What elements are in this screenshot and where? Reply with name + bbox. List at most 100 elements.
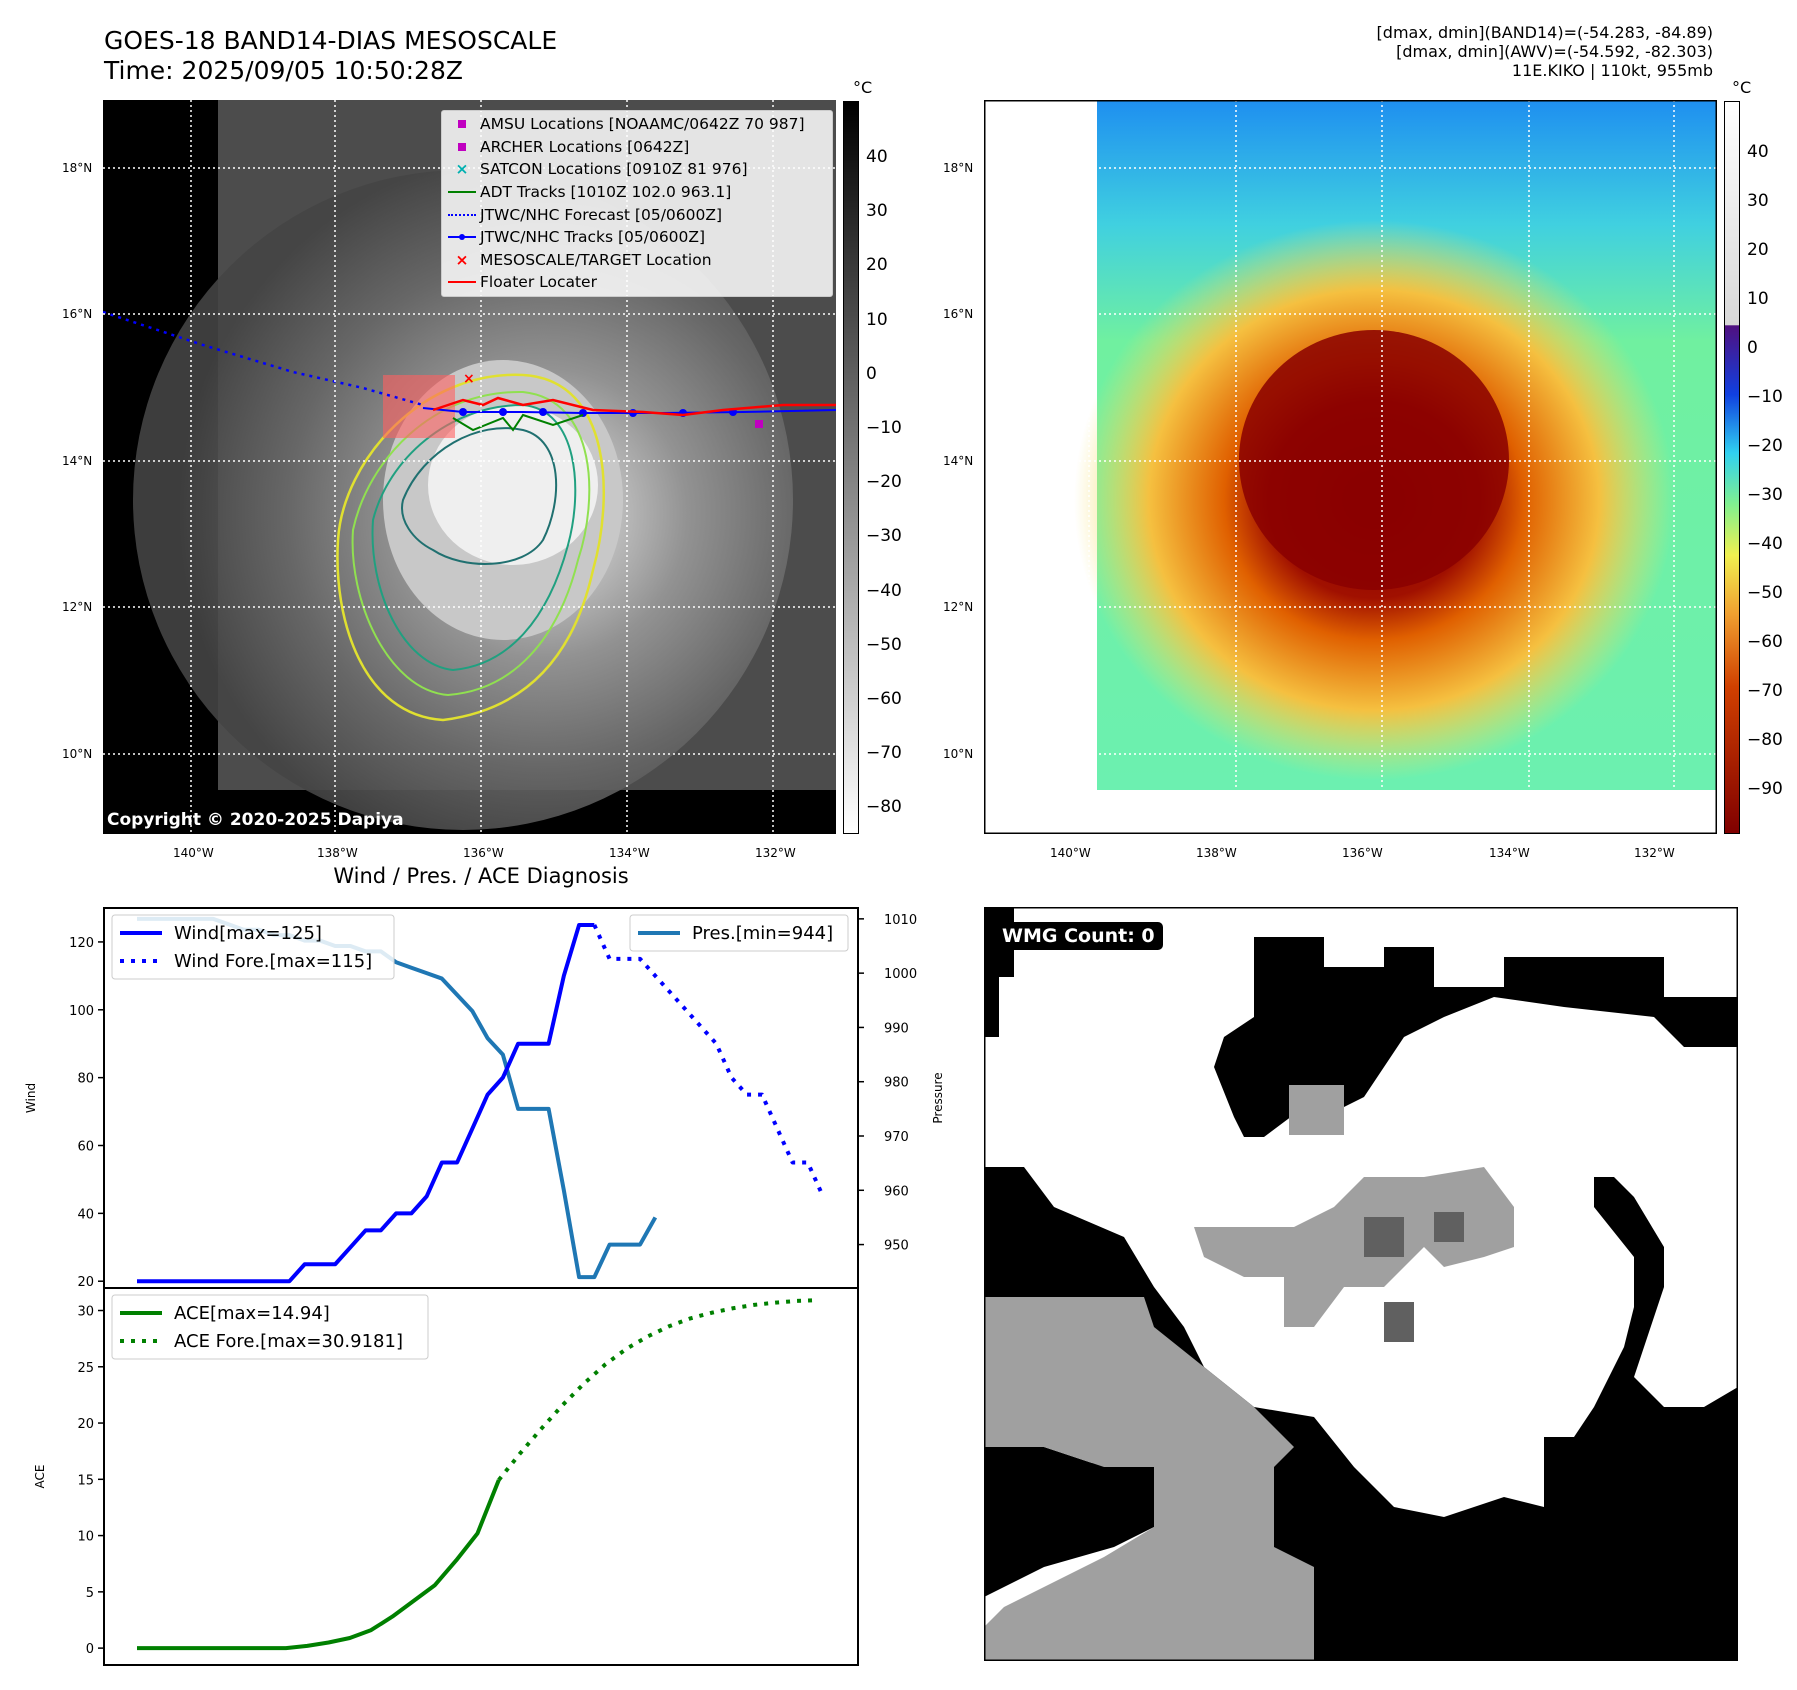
colorbar-tick-label: −60 [866,689,902,709]
colorbar-tick-label: −20 [866,472,902,493]
colorbar-tick-label: −10 [1747,387,1783,407]
dotted-line-icon [444,213,480,216]
title-line-1: GOES-18 BAND14-DIAS MESOSCALE [104,26,558,55]
awv-core [1239,330,1509,590]
floater-track-line [432,396,836,417]
square-marker-icon [444,120,480,129]
lat-tick-label: 16°N [943,307,974,321]
colorbar-tick-label: −30 [866,526,902,547]
legend-label: Wind Fore.[max=115] [174,951,372,972]
awv-gridlines [984,100,1717,834]
ace-legend: ACE[max=14.94] ACE Fore.[max=30.9181] [111,1294,429,1360]
lon-tick-label: 138°W [317,846,358,860]
colorbar-tick-label: 40 [1747,142,1769,162]
wind-series-line [137,922,595,1284]
diagnosis-title: Wind / Pres. / ACE Diagnosis [333,864,629,888]
map-legend: AMSU Locations [NOAAMC/0642Z 70 987] ARC… [441,110,833,297]
lat-tick-label: 12°N [943,600,974,614]
ace-y-label: ACE [33,1465,47,1489]
ace-legend-box [111,1294,429,1360]
colorbar-tick-label: 10 [866,309,888,330]
amsu-marker [755,420,763,428]
lon-tick-label: 140°W [1050,846,1091,860]
pressure-y-tick-label: 960 [884,1184,909,1199]
pressure-legend-box [629,914,849,952]
colorbar-tick-label: 20 [1747,240,1769,260]
colorbar-tick-label: −90 [1747,779,1783,799]
legend-label: Wind[max=125] [174,923,322,944]
right-colorbar-unit: °C [1732,78,1752,97]
lon-tick-label: 138°W [1196,846,1237,860]
ace-y-tick-label: 0 [86,1642,94,1657]
stats-line-2: [dmax, dmin](AWV)=(-54.592, -82.303) [1396,42,1713,61]
lat-tick-label: 16°N [62,307,93,321]
lon-tick-label: 132°W [1634,846,1675,860]
cdo-core [428,405,598,565]
lon-tick-label: 136°W [1342,846,1383,860]
colorbar-tick-label: −10 [866,418,902,438]
colorbar-tick-label: −40 [1747,534,1783,554]
left-colorbar-unit: °C [853,78,873,97]
pressure-y-tick-label: 970 [884,1130,909,1145]
stats-line-3: 11E.KIKO | 110kt, 955mb [1511,61,1713,80]
ace-y-tick-label: 20 [77,1417,94,1432]
wind-legend-box [111,914,395,980]
wind-y-tick-label: 80 [77,1072,94,1087]
lon-tick-label: 132°W [755,846,796,860]
ace-y-tick-label: 25 [77,1361,94,1376]
pressure-legend: Pres.[min=944] [629,914,849,952]
diagnosis-chart: 20 40 60 80 100 120 950 960 970 980 990 1000 1010 0 5 1… [24,907,945,1666]
x-marker-icon: × [455,250,469,269]
lat-tick-label: 10°N [62,747,93,761]
awv-map-panel [984,100,1717,834]
copyright-notice: Copyright © 2020-2025 Dapiya [107,810,404,830]
wmg-black-regions [984,907,1738,1661]
lat-tick-label: 14°N [943,454,974,468]
line-icon [444,281,480,284]
legend-label: Pres.[min=944] [692,923,833,944]
lat-tick-label: 14°N [62,454,93,468]
storm-stats: [dmax, dmin](BAND14)=(-54.283, -84.89) [… [1377,23,1713,80]
wind-y-tick-label: 60 [77,1140,94,1155]
wind-legend: Wind[max=125] Wind Fore.[max=115] [111,914,395,980]
colorbar-tick-label: 40 [866,147,888,167]
pressure-y-tick-label: 990 [884,1021,909,1036]
wind-forecast-series-line [592,924,825,1198]
ace-y-tick-label: 10 [77,1530,94,1545]
ace-y-tick-label: 15 [77,1473,94,1488]
colorbar-tick-label: −70 [1747,681,1783,701]
legend-item-mesoscale: × MESOSCALE/TARGET Location [444,249,830,272]
colorbar-tick-label: 20 [866,255,888,276]
awv-frame [984,100,1717,834]
colorbar-tick-label: 10 [1747,289,1769,309]
colorbar-tick-label: −50 [866,634,902,655]
legend-item-forecast: JTWC/NHC Forecast [05/0600Z] [444,203,830,226]
colorbar-tick-label: 0 [1747,338,1758,358]
colorbar-tick-label: −80 [1747,730,1783,750]
ace-forecast-series-line [497,1298,819,1482]
colorbar-tick-label: −60 [1747,632,1783,652]
pressure-y-tick-label: 1000 [884,967,917,982]
ace-series-line [137,1479,501,1651]
legend-label: ACE[max=14.94] [174,1303,330,1324]
legend-item-floater: Floater Locater [444,271,830,294]
colorbar-tick-label: 30 [866,201,888,222]
wmg-count-badge: WMG Count: 0 [994,922,1163,950]
lat-tick-label: 18°N [943,161,974,175]
stats-line-1: [dmax, dmin](BAND14)=(-54.283, -84.89) [1376,23,1713,42]
lon-tick-label: 136°W [463,846,504,860]
legend-item-tracks: JTWC/NHC Tracks [05/0600Z] [444,226,830,249]
legend-item-archer: ARCHER Locations [0642Z] [444,136,830,159]
title-line-2: Time: 2025/09/05 10:50:28Z [104,56,463,85]
wind-y-tick-label: 40 [77,1207,94,1222]
lon-tick-label: 134°W [609,846,650,860]
left-colorbar [843,101,859,834]
wmg-panel [984,907,1738,1661]
square-marker-icon [444,142,480,151]
ace-y-tick-label: 5 [86,1586,94,1601]
lat-tick-label: 12°N [62,600,93,614]
legend-item-amsu: AMSU Locations [NOAAMC/0642Z 70 987] [444,113,830,136]
wmg-darkgray-regions [1364,1212,1464,1342]
mesoscale-target-marker: × [463,371,475,387]
legend-item-satcon: × SATCON Locations [0910Z 81 976] [444,158,830,181]
